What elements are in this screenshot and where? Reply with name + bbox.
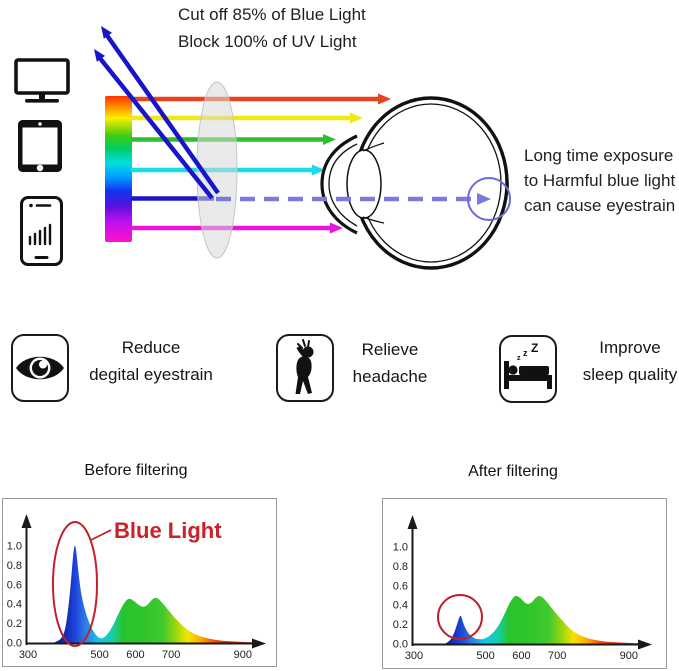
- x-tick-labels: 300 500 600 700 900: [19, 649, 252, 661]
- x-tick-label: 500: [476, 650, 494, 662]
- reduced-blue-circle: [437, 594, 483, 640]
- benefit-label-3b: sleep quality: [582, 365, 678, 384]
- axes: [411, 528, 639, 646]
- red-ray-arrowhead: [378, 93, 391, 105]
- zzz-2: z: [523, 348, 528, 358]
- benefit-label-1b: degital eyestrain: [89, 365, 213, 384]
- blue-light-ellipse: [52, 521, 98, 647]
- note-line-1: Long time exposure: [524, 146, 674, 165]
- chart-before-box: 300 500 600 700 900 0.0 0.2 0.4 0.6 0.8 1.0 Blue …: [2, 498, 277, 667]
- sleep-icon: z z Z: [504, 341, 552, 389]
- y-tick-label: 0.8: [7, 560, 22, 572]
- reflected-blue-arrows: [94, 26, 220, 200]
- y-tick-label: 0.4: [393, 600, 408, 612]
- eye-icon: [16, 356, 64, 380]
- x-tick-label: 300: [405, 650, 423, 662]
- y-tick-label: 0.2: [7, 618, 22, 630]
- chart-after: 300 500 600 700 900 0.0 0.2 0.4 0.6 0.8 1.0: [393, 515, 652, 662]
- zzz-3: Z: [531, 341, 538, 355]
- spectrum-bar: [105, 96, 132, 242]
- headache-icon: [295, 339, 314, 394]
- y-tick-label: 1.0: [393, 542, 408, 554]
- eye-diagram: [320, 96, 509, 270]
- benefit-label-2a: Relieve: [361, 340, 419, 359]
- smartphone-icon: [20, 196, 63, 266]
- benefit-label-1a: Reduce: [121, 338, 181, 357]
- x-tick-label: 300: [19, 649, 37, 661]
- green-ray-arrowhead: [323, 134, 336, 145]
- tablet-icon: [18, 120, 62, 172]
- reflected-blue-ray-1: [104, 32, 220, 195]
- chart-before: 300 500 600 700 900 0.0 0.2 0.4 0.6 0.8 1.0 Blue …: [7, 514, 266, 661]
- y-tick-label: 0.6: [393, 580, 408, 592]
- axes: [25, 527, 253, 645]
- magenta-ray-arrowhead: [330, 222, 343, 234]
- y-tick-label: 0.4: [7, 599, 22, 611]
- y-tick-label: 0.2: [393, 619, 408, 631]
- eye-interior-line-bottom: [362, 216, 385, 224]
- y-axis-arrowhead: [407, 515, 418, 529]
- x-tick-label: 600: [512, 650, 530, 662]
- x-tick-labels: 300 500 600 700 900: [405, 650, 638, 662]
- x-tick-label: 700: [162, 649, 180, 661]
- x-tick-label: 600: [126, 649, 144, 661]
- cornea-inner: [328, 143, 358, 227]
- reflected-blue-ray-2: [97, 55, 214, 200]
- chart-title-before: Before filtering: [84, 462, 188, 479]
- benefit-box-headache: [276, 334, 334, 402]
- x-tick-label: 500: [90, 649, 108, 661]
- reflected-arrowhead-1: [101, 26, 112, 39]
- uv-block-text: Block 100% of UV Light: [178, 32, 357, 51]
- zzz-1: z: [517, 355, 521, 362]
- y-tick-labels: 0.0 0.2 0.4 0.6 0.8 1.0: [393, 542, 408, 651]
- chart-title-after: After filtering: [468, 463, 558, 480]
- eye-lens: [346, 149, 382, 219]
- ray-diagram: [14, 26, 511, 270]
- benefit-label-3a: Improve: [599, 338, 661, 357]
- phone-chart-bars: [28, 223, 52, 246]
- y-tick-labels: 0.0 0.2 0.4 0.6 0.8 1.0: [7, 541, 22, 650]
- y-tick-label: 1.0: [7, 541, 22, 553]
- x-tick-label: 700: [548, 650, 566, 662]
- y-tick-label: 0.0: [7, 638, 22, 650]
- cyan-ray-arrowhead: [312, 164, 325, 176]
- x-tick-label: 900: [234, 649, 252, 661]
- x-axis-arrowhead: [638, 639, 652, 650]
- y-axis-arrowhead: [21, 514, 32, 528]
- monitor-icon: [14, 58, 70, 103]
- spectrum-area: [52, 545, 261, 643]
- cutoff-text: Cut off 85% of Blue Light: [178, 5, 366, 24]
- annotation-connector: [90, 529, 112, 541]
- x-tick-label: 900: [620, 650, 638, 662]
- yellow-ray-arrowhead: [350, 112, 363, 124]
- benefit-box-eyestrain: [11, 334, 69, 402]
- chart-after-box: 300 500 600 700 900 0.0 0.2 0.4 0.6 0.8 1.0: [382, 498, 667, 669]
- dashed-ray-arrowhead: [477, 193, 491, 205]
- reflected-arrowhead-2: [94, 49, 105, 62]
- benefit-box-sleep: z z Z: [499, 335, 557, 403]
- x-axis-arrowhead: [252, 638, 266, 649]
- retina-notch: [505, 171, 509, 200]
- note-line-2: to Harmful blue light: [524, 171, 676, 190]
- lens: [196, 81, 238, 259]
- y-tick-label: 0.6: [7, 579, 22, 591]
- cornea: [320, 134, 358, 235]
- benefit-label-2b: headache: [352, 367, 428, 386]
- spectrum-area: [444, 595, 647, 644]
- y-tick-label: 0.0: [393, 639, 408, 651]
- y-tick-label: 0.8: [393, 561, 408, 573]
- note-line-3: can cause eyestrain: [524, 196, 676, 215]
- eye-interior-line-top: [362, 142, 385, 152]
- retina-highlight-circle: [467, 177, 511, 221]
- blue-light-label: Blue Light: [114, 518, 222, 543]
